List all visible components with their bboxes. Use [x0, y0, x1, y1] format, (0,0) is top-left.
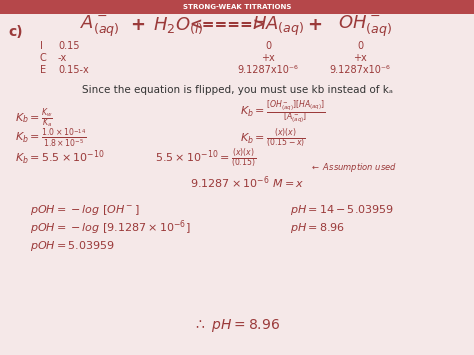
Text: +x: +x — [261, 53, 275, 63]
Text: $9.1287\times10^{-6}\ M = x$: $9.1287\times10^{-6}\ M = x$ — [190, 175, 304, 191]
Text: $H_2O_{(l)}$: $H_2O_{(l)}$ — [153, 16, 203, 36]
Text: $pOH = -log\ [9.1287\times10^{-6}]$: $pOH = -log\ [9.1287\times10^{-6}]$ — [30, 219, 191, 237]
Text: $\leftarrow$ Assumption used: $\leftarrow$ Assumption used — [310, 162, 397, 175]
Text: 0.15: 0.15 — [58, 41, 80, 51]
Text: +: + — [130, 16, 146, 34]
Text: +: + — [308, 16, 322, 34]
Text: I: I — [40, 41, 43, 51]
Text: $pOH = 5.03959$: $pOH = 5.03959$ — [30, 239, 115, 253]
Text: c): c) — [8, 25, 23, 39]
Text: $K_b = 5.5\times10^{-10}$: $K_b = 5.5\times10^{-10}$ — [15, 149, 105, 167]
FancyBboxPatch shape — [0, 0, 474, 14]
Text: $pH = 8.96$: $pH = 8.96$ — [290, 221, 345, 235]
Text: $K_b = \frac{(x)(x)}{(0.15-x)}$: $K_b = \frac{(x)(x)}{(0.15-x)}$ — [240, 126, 306, 150]
Text: 0.15-x: 0.15-x — [58, 65, 89, 75]
Text: 9.1287x10⁻⁶: 9.1287x10⁻⁶ — [329, 65, 391, 75]
Text: STRONG-WEAK TITRATIONS: STRONG-WEAK TITRATIONS — [183, 4, 291, 10]
Text: $pOH = -log\ [OH^-]$: $pOH = -log\ [OH^-]$ — [30, 203, 140, 217]
Text: $K_b = \frac{K_w}{K_a}$: $K_b = \frac{K_w}{K_a}$ — [15, 106, 53, 130]
Text: $K_b = \frac{1.0\times10^{-14}}{1.8\times10^{-5}}$: $K_b = \frac{1.0\times10^{-14}}{1.8\time… — [15, 127, 87, 149]
Text: $OH^-_{(aq)}$: $OH^-_{(aq)}$ — [338, 13, 392, 39]
Text: E: E — [40, 65, 46, 75]
Text: $pH = 14 - 5.03959$: $pH = 14 - 5.03959$ — [290, 203, 393, 217]
Text: $K_b = \frac{[OH^-_{(aq)}][HA_{(aq)}]}{[A^-_{(aq)}]}$: $K_b = \frac{[OH^-_{(aq)}][HA_{(aq)}]}{[… — [240, 98, 326, 126]
Text: $5.5\times10^{-10} = \frac{(x)(x)}{(0.15)}$: $5.5\times10^{-10} = \frac{(x)(x)}{(0.15… — [155, 146, 256, 170]
Text: +x: +x — [353, 53, 367, 63]
Text: C: C — [40, 53, 47, 63]
Text: 9.1287x10⁻⁶: 9.1287x10⁻⁶ — [237, 65, 299, 75]
Text: 0: 0 — [265, 41, 271, 51]
Text: $A^-_{(aq)}$: $A^-_{(aq)}$ — [80, 13, 120, 39]
Text: <====>: <====> — [190, 17, 266, 33]
Text: 0: 0 — [357, 41, 363, 51]
Text: Since the equation is flipped, you must use kb instead of kₐ: Since the equation is flipped, you must … — [82, 85, 392, 95]
Text: $\therefore\ pH = 8.96$: $\therefore\ pH = 8.96$ — [193, 317, 281, 333]
Text: -x: -x — [58, 53, 67, 63]
Text: $HA_{(aq)}$: $HA_{(aq)}$ — [252, 15, 304, 38]
